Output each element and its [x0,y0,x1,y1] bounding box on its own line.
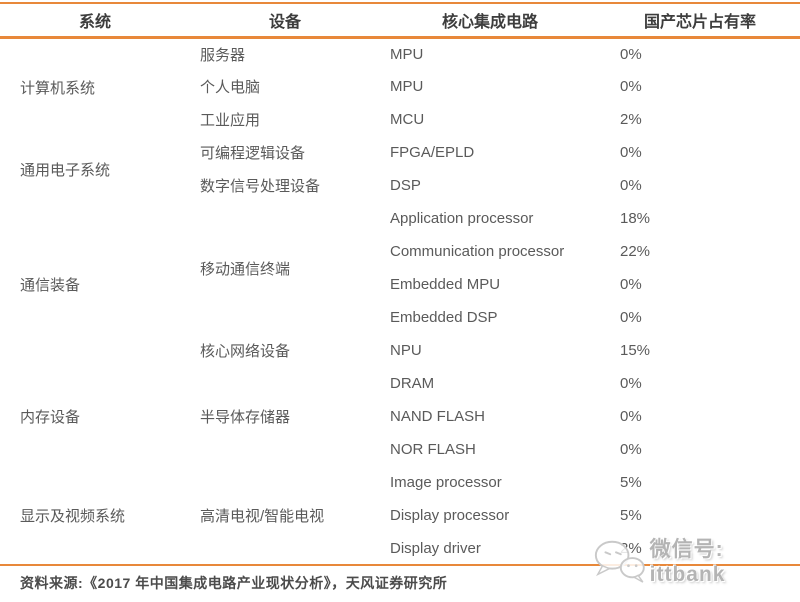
source-note: 资料来源:《2017 年中国集成电路产业现状分析》，天风证券研究所 [20,575,448,591]
table-row: Embedded MPU 0% [0,268,800,301]
share-cell: 2% [620,111,642,128]
device-cell: 数字信号处理设备 [200,178,321,195]
share-cell: 18% [620,210,651,227]
chip-share-table: 系统 设备 核心集成电路 国产芯片占有率 计算机系统 服务器 MPU 0% 个人电脑 MP… [0,2,800,566]
system-cell: 通信装备 [20,277,81,294]
share-cell: 0% [620,78,642,95]
core-ic-cell: NAND FLASH [390,408,486,425]
system-cell: 通用电子系统 [20,161,111,179]
system-cell: 计算机系统 [20,79,96,97]
table-row: NOR FLASH 0% [0,433,800,466]
core-ic-cell: Application processor [390,210,534,227]
device-cell: 个人电脑 [200,79,261,96]
core-ic-cell: Embedded MPU [390,276,501,293]
core-ic-cell: MPU [390,45,424,63]
core-ic-cell: Display processor [390,507,510,524]
table-body: 计算机系统 服务器 MPU 0% 个人电脑 MPU 0% 工业应用 MCU 2% 通用电子系统 可编程… [0,37,800,565]
table-row: NAND FLASH 0% [0,400,800,433]
share-cell: 5% [620,507,642,524]
col-header-system: 系统 [0,3,190,39]
table-row: Display processor 5% [0,499,800,532]
share-cell: 22% [620,243,651,260]
table-header: 系统 设备 核心集成电路 国产芯片占有率 [0,3,800,39]
table-row: 工业应用 MCU 2% [0,103,800,136]
core-ic-cell: NPU [390,342,422,359]
share-cell: 0% [620,45,642,63]
system-cell: 内存设备 [20,409,81,426]
table-row: 计算机系统 服务器 MPU 0% [0,37,800,97]
device-cell: 核心网络设备 [200,343,291,360]
core-ic-cell: Display driver [390,539,481,557]
device-cell: 半导体存储器 [200,409,291,426]
core-ic-cell: Image processor [390,474,502,491]
share-cell: 0% [620,441,642,458]
share-cell: 15% [620,342,651,359]
share-cell: 0% [620,144,642,161]
share-cell: 0% [620,276,642,293]
device-cell: 可编程逻辑设备 [200,145,306,162]
core-ic-cell: FPGA/EPLD [390,144,475,161]
share-cell: 0% [620,408,642,425]
table-row: 显示及视频系统 高清电视/智能电视 Image processor 5% [0,466,800,525]
table-row: 内存设备 半导体存储器 DRAM 0% [0,367,800,426]
col-header-device: 设备 [190,3,380,39]
share-cell: 0% [620,375,642,392]
system-cell: 显示及视频系统 [20,507,126,525]
table-row: 个人电脑 MPU 0% [0,70,800,103]
table-row: 通信装备 移动通信终端 Application processor 18% [0,202,800,294]
core-ic-cell: DRAM [390,375,435,392]
core-ic-cell: MPU [390,78,424,95]
table-row: 数字信号处理设备 DSP 0% [0,169,800,202]
device-cell: 高清电视/智能电视 [200,507,325,525]
table-row: Communication processor 22% [0,235,800,268]
share-cell: 0% [620,177,642,194]
core-ic-cell: Communication processor [390,243,565,260]
core-ic-cell: DSP [390,177,421,194]
core-ic-cell: NOR FLASH [390,441,476,458]
device-cell: 移动通信终端 [200,260,291,278]
header-row: 系统 设备 核心集成电路 国产芯片占有率 [0,3,800,39]
table-row: Embedded DSP 0% [0,301,800,334]
share-cell: 0% [620,309,642,326]
device-cell: 服务器 [200,46,246,64]
core-ic-cell: MCU [390,111,425,128]
share-cell: 5% [620,474,642,491]
col-header-core-ic: 核心集成电路 [380,3,600,39]
device-cell: 工业应用 [200,112,261,129]
watermark-text: 微信号: ittbank [649,538,726,586]
table-row: 核心网络设备 NPU 15% [0,334,800,367]
watermark: 微信号: ittbank [592,536,800,586]
core-ic-cell: Embedded DSP [390,309,498,326]
table-row: 通用电子系统 可编程逻辑设备 FPGA/EPLD 0% [0,136,800,179]
wechat-icon [594,540,645,583]
col-header-domestic-share: 国产芯片占有率 [600,3,800,39]
